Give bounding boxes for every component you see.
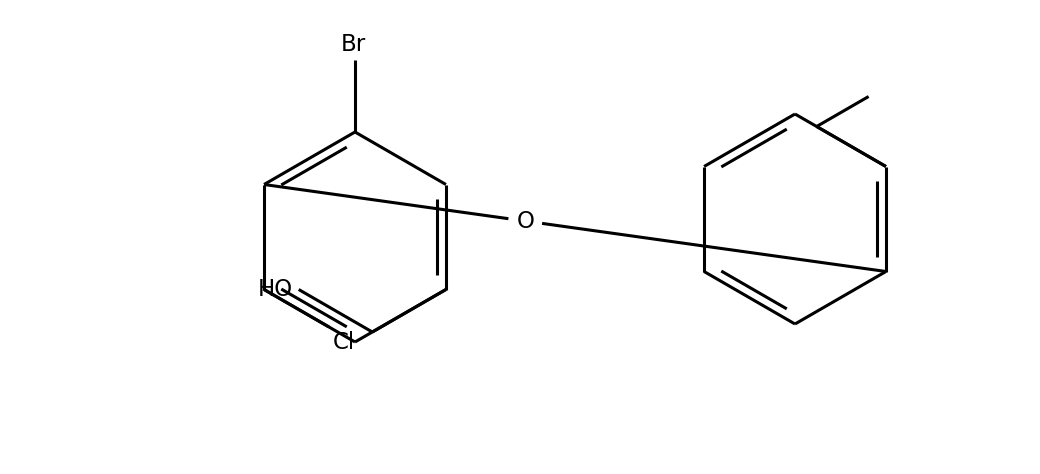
Text: O: O — [516, 210, 535, 233]
Text: Cl: Cl — [333, 331, 355, 354]
Text: Br: Br — [340, 33, 366, 56]
Text: HO: HO — [258, 278, 292, 301]
